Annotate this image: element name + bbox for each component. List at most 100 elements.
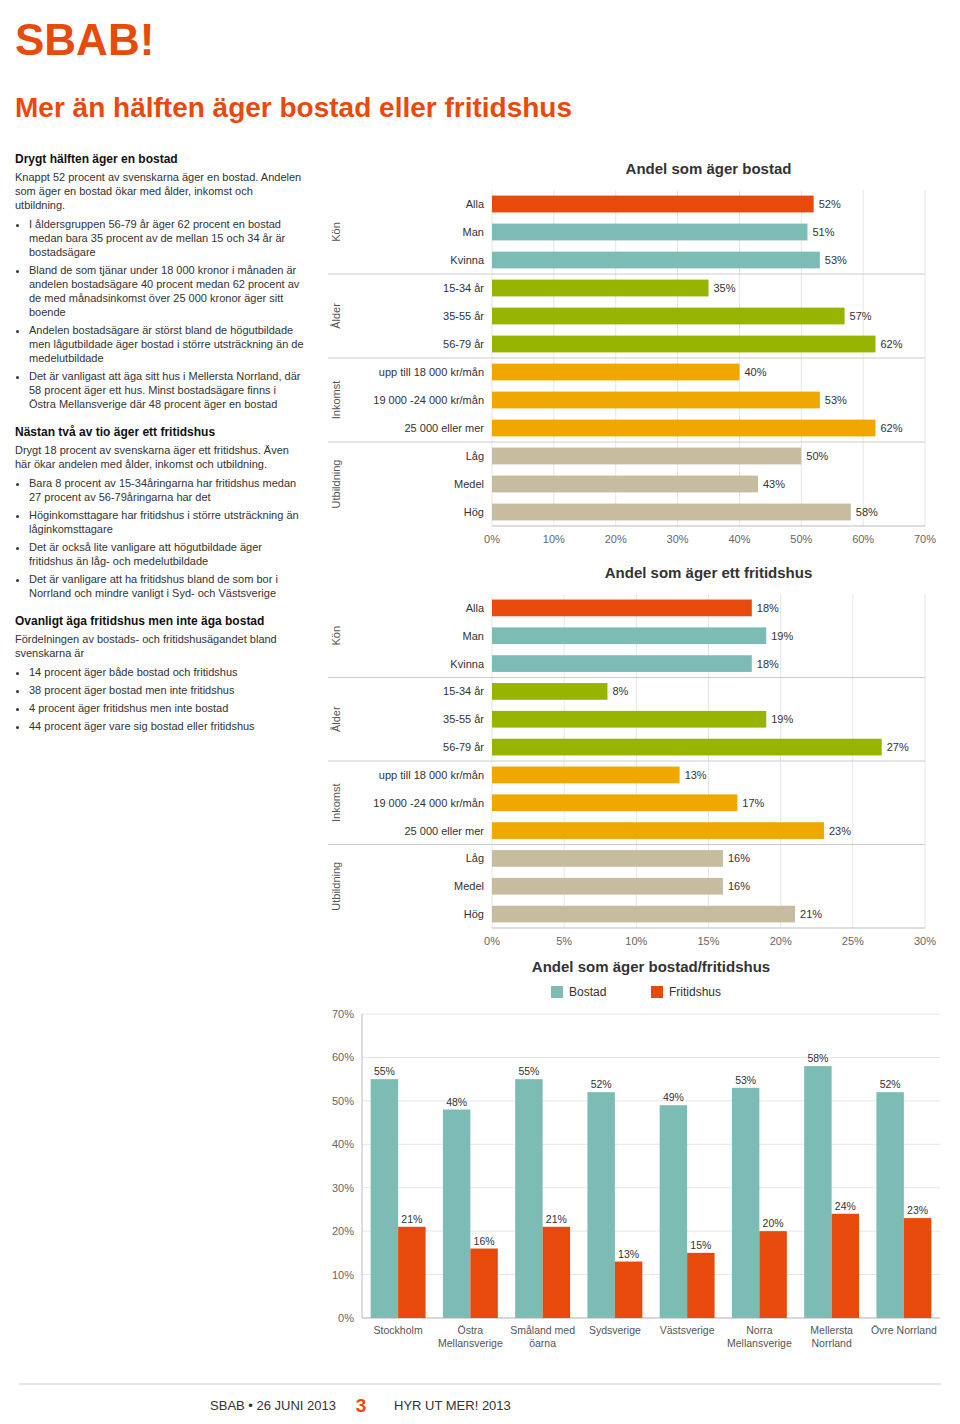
x-tick-label: 40% — [728, 533, 750, 545]
bullet-list: I åldersgruppen 56-79 år äger 62 procent… — [15, 217, 305, 411]
x-tick-label: 50% — [790, 533, 812, 545]
y-tick-label: Hög — [464, 908, 484, 920]
data-label: 20% — [763, 1217, 784, 1229]
x-axis — [492, 526, 925, 527]
data-label: 16% — [728, 852, 750, 864]
data-label: 55% — [518, 1065, 539, 1077]
data-label: 50% — [806, 450, 828, 462]
y-tick-label: Alla — [466, 198, 485, 210]
bar — [876, 1092, 903, 1318]
bar — [492, 364, 739, 381]
bullet: Höginkomsttagare har fritidshus i större… — [29, 508, 305, 536]
bullet: 38 procent äger bostad men inte fritidsh… — [29, 683, 305, 697]
group-separator — [328, 358, 925, 359]
x-tick-label: 20% — [770, 935, 792, 947]
group-separator — [328, 442, 925, 443]
data-label: 24% — [835, 1200, 856, 1212]
y-tick-label: 15-34 år — [443, 685, 484, 697]
bar — [492, 683, 607, 700]
y-axis — [362, 1014, 363, 1318]
y-tick-label: 56-79 år — [443, 741, 484, 753]
x-tick-label: 15% — [697, 935, 719, 947]
footer-text: SBAB • 26 JUNI 2013 — [210, 1398, 336, 1413]
y-tick-label: 20% — [332, 1225, 354, 1237]
x-tick-label: Sydsverige — [589, 1324, 641, 1336]
group-label: Kön — [330, 626, 342, 646]
bar — [492, 655, 752, 672]
y-tick-label: Man — [463, 226, 484, 238]
x-tick-label: 30% — [667, 533, 689, 545]
data-label: 16% — [728, 880, 750, 892]
text-heading: Drygt hälften äger en bostad — [15, 152, 305, 166]
data-label: 58% — [856, 506, 878, 518]
bar — [492, 420, 876, 437]
bullet: Det är vanligast att äga sitt hus i Mell… — [29, 369, 305, 411]
data-label: 13% — [618, 1248, 639, 1260]
logo: SBAB! — [15, 12, 154, 68]
data-label: 21% — [546, 1213, 567, 1225]
y-tick-label: Kvinna — [450, 658, 485, 670]
bar — [804, 1066, 831, 1318]
y-tick-label: 60% — [332, 1051, 354, 1063]
y-tick-label: 10% — [332, 1269, 354, 1281]
data-label: 49% — [663, 1091, 684, 1103]
data-label: 57% — [850, 310, 872, 322]
data-label: 19% — [771, 713, 793, 725]
main-title: Mer än hälften äger bostad eller fritids… — [15, 88, 572, 128]
data-label: 40% — [744, 366, 766, 378]
group-label: Inkomst — [330, 783, 342, 822]
data-label: 53% — [735, 1074, 756, 1086]
bullet: Bara 8 procent av 15-34åringarna har fri… — [29, 476, 305, 504]
group-separator — [328, 761, 925, 762]
data-label: 52% — [819, 198, 841, 210]
bullet: 44 procent äger vare sig bostad eller fr… — [29, 719, 305, 733]
data-label: 53% — [825, 394, 847, 406]
chart-title: Andel som äger ett fritidshus — [605, 564, 813, 581]
y-tick-label: Hög — [464, 506, 484, 518]
group-label: Utbildning — [330, 862, 342, 911]
y-tick-label: upp till 18 000 kr/mån — [379, 366, 484, 378]
bar — [615, 1262, 642, 1318]
bar — [832, 1214, 859, 1318]
bar — [492, 794, 737, 811]
grid-line — [362, 1014, 940, 1015]
group-label: Ålder — [330, 303, 342, 329]
bar — [492, 448, 801, 465]
bullet-list: 14 procent äger både bostad och fritidsh… — [15, 665, 305, 733]
bar — [470, 1249, 497, 1318]
data-label: 15% — [690, 1239, 711, 1251]
bar — [587, 1092, 614, 1318]
legend: Bostad Fritidshus — [551, 985, 721, 999]
text-heading: Ovanligt äga fritidshus men inte äga bos… — [15, 614, 305, 628]
y-tick-label: 35-55 år — [443, 310, 484, 322]
footer: SBAB • 26 JUNI 20133HYR UT MER! 2013 — [19, 1384, 941, 1416]
data-label: 8% — [612, 685, 628, 697]
x-tick-label: 10% — [625, 935, 647, 947]
bar — [732, 1088, 759, 1318]
legend-label: Fritidshus — [669, 985, 721, 999]
x-axis — [492, 928, 925, 929]
bar — [492, 878, 723, 895]
bar — [492, 504, 851, 521]
y-tick-label: 30% — [332, 1182, 354, 1194]
data-label: 58% — [807, 1052, 828, 1064]
data-label: 43% — [763, 478, 785, 490]
x-tick-label: 10% — [543, 533, 565, 545]
data-label: 51% — [812, 226, 834, 238]
bar — [492, 906, 795, 923]
bar — [492, 822, 824, 839]
bar — [660, 1105, 687, 1318]
footer-text: HYR UT MER! 2013 — [394, 1398, 511, 1413]
data-label: 27% — [887, 741, 909, 753]
data-label: 53% — [825, 254, 847, 266]
bar — [492, 711, 766, 728]
bar — [492, 600, 752, 617]
bullet: Andelen bostadsägare är störst bland de … — [29, 323, 305, 365]
data-label: 13% — [685, 769, 707, 781]
legend-label: Bostad — [569, 985, 606, 999]
y-tick-label: Kvinna — [450, 254, 485, 266]
bar — [492, 224, 807, 241]
y-tick-label: Låg — [466, 450, 484, 462]
x-tick-label: NorraMellansverige — [727, 1324, 792, 1349]
bullet: 14 procent äger både bostad och fritidsh… — [29, 665, 305, 679]
